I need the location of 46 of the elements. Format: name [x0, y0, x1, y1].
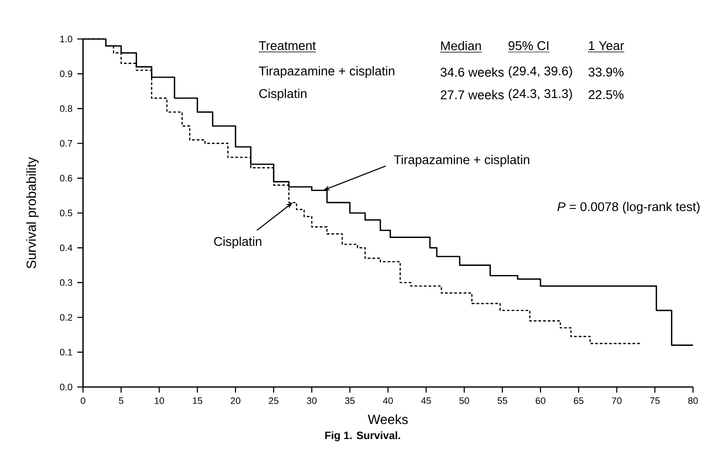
annotation: 34.6 weeks — [440, 67, 504, 77]
x-tick-label: 30 — [306, 397, 317, 404]
annotation: 27.7 weeks — [440, 90, 504, 100]
caption: Fig 1. Survival. — [325, 431, 400, 442]
y-tick-label: 0.8 — [60, 105, 72, 112]
x-tick-label: 55 — [498, 397, 508, 404]
annotation: 95% CI — [508, 41, 548, 50]
y-tick-label: 0.0 — [60, 384, 72, 390]
annotation: Median — [441, 41, 481, 50]
x-tick-label: 50 — [459, 397, 470, 404]
annotation: Cisplatin — [214, 236, 262, 248]
annotation: 22.5% — [588, 90, 624, 100]
y-tick-label: 1.0 — [60, 36, 72, 42]
annotation: Treatment — [258, 41, 316, 50]
annotation: 1 Year — [589, 41, 624, 50]
annotation: Cisplatin — [259, 88, 306, 101]
x-tick-label: 70 — [612, 397, 622, 404]
x-tick-label: 45 — [421, 397, 431, 404]
y-tick-label: 0.6 — [60, 174, 72, 182]
x-tick-label: 25 — [268, 397, 278, 404]
x-tick-label: 15 — [192, 397, 202, 404]
y-tick-label: 0.3 — [60, 279, 72, 286]
x-tick-label: 65 — [574, 397, 584, 404]
x-tick-label: 40 — [383, 397, 393, 404]
x-tick-label: 0 — [80, 397, 86, 404]
annotation: Tirapazamine + cisplatin — [258, 66, 394, 78]
y-tick-label: 0.4 — [60, 244, 72, 252]
y-tick-label: 0.1 — [60, 348, 72, 356]
x-tick-label: 75 — [650, 397, 660, 404]
y-tick-label: 0.2 — [60, 314, 72, 321]
x-axis-title: Weeks — [368, 414, 408, 424]
y-tick-label: 0.5 — [60, 210, 72, 216]
x-tick-label: 10 — [154, 397, 164, 404]
y-axis-title: Survival probability — [26, 157, 39, 268]
x-tick-label: 20 — [230, 397, 240, 404]
annotation: 33.9% — [588, 68, 624, 77]
x-tick-label: 80 — [688, 397, 698, 404]
y-tick-label: 0.7 — [60, 140, 72, 147]
annotation: P = 0.0078 (log-rank test) — [557, 202, 700, 214]
y-tick-label: 0.9 — [60, 70, 72, 78]
x-tick-label: 60 — [536, 397, 546, 404]
annotation: (24.3, 31.3) — [508, 88, 572, 101]
x-tick-label: 5 — [118, 397, 124, 404]
annotation: (29.4, 39.6) — [508, 66, 572, 78]
x-tick-label: 35 — [345, 397, 355, 404]
annotation: Tirapazamine + cisplatin — [394, 154, 530, 167]
